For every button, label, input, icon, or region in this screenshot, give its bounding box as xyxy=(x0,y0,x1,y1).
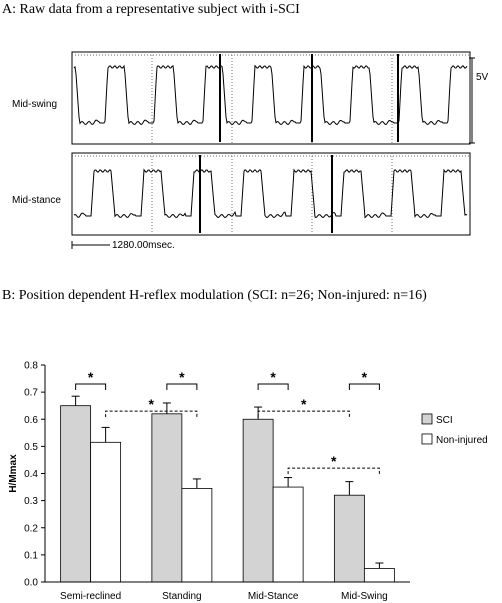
voltage-scale-label: 5V xyxy=(476,72,489,83)
significance-star: * xyxy=(362,369,368,385)
significance-star: * xyxy=(270,369,276,385)
bar-sci-semi-reclined xyxy=(60,405,92,583)
h-reflex-bar-chart: * * * * * * * 0.0 0.1 0.2 0.3 0.4 0.5 0.6 0.7 0.8 Semi-… xyxy=(8,361,488,603)
bar-non-injured-standing xyxy=(181,488,213,583)
time-scale-label: 1280.00msec. xyxy=(112,240,175,251)
mid-stance-label: Mid-stance xyxy=(12,195,61,206)
emg-trace xyxy=(73,64,468,126)
significance-bracket xyxy=(287,467,380,475)
raw-data-traces: Mid-swing Mid-stance 5V 1280.00msec. xyxy=(12,51,489,251)
y-tick-label: 0.4 xyxy=(24,469,38,480)
y-axis-label: H/Mmax xyxy=(8,454,19,493)
significance-star: * xyxy=(301,396,307,412)
bar-non-injured-semi-reclined xyxy=(90,441,122,583)
y-tick-label: 0.3 xyxy=(24,496,38,507)
legend-label: SCI xyxy=(436,415,453,426)
bar-non-injured-mid-swing xyxy=(363,568,395,583)
legend-swatch xyxy=(421,413,433,425)
y-tick-label: 0.5 xyxy=(24,442,38,453)
y-tick-label: 0.2 xyxy=(24,523,38,534)
bar-non-injured-mid-stance xyxy=(272,486,304,583)
significance-bracket xyxy=(348,383,380,390)
significance-bracket xyxy=(166,383,198,390)
y-tick-label: 0.0 xyxy=(24,578,38,589)
y-tick-label: 0.1 xyxy=(24,550,38,561)
mid-swing-label: Mid-swing xyxy=(12,99,57,110)
y-tick-label: 0.7 xyxy=(24,388,38,399)
legend-label: Non-injured xyxy=(436,435,488,446)
y-tick-label: 0.6 xyxy=(24,415,38,426)
x-category-label: Semi-reclined xyxy=(60,591,121,602)
bar-sci-mid-swing xyxy=(333,494,365,583)
panel-a-title: A: Raw data from a representative subjec… xyxy=(2,2,300,17)
bar-sci-standing xyxy=(151,413,183,583)
panel-b-title: B: Position dependent H-reflex modulatio… xyxy=(2,288,427,303)
mid-swing-trace-box xyxy=(71,51,471,145)
significance-star: * xyxy=(179,369,185,385)
x-category-label: Mid-Stance xyxy=(248,591,299,602)
significance-bracket xyxy=(75,383,107,390)
x-category-label: Standing xyxy=(162,591,201,602)
bar-sci-mid-stance xyxy=(242,418,274,583)
significance-bracket xyxy=(257,383,289,390)
y-tick-label: 0.8 xyxy=(24,361,38,372)
mid-stance-trace-box xyxy=(71,152,471,236)
significance-star: * xyxy=(149,396,155,412)
emg-trace xyxy=(73,168,468,219)
legend-swatch xyxy=(421,433,433,445)
significance-star: * xyxy=(331,453,337,469)
x-category-label: Mid-Swing xyxy=(341,591,388,602)
significance-star: * xyxy=(88,369,94,385)
